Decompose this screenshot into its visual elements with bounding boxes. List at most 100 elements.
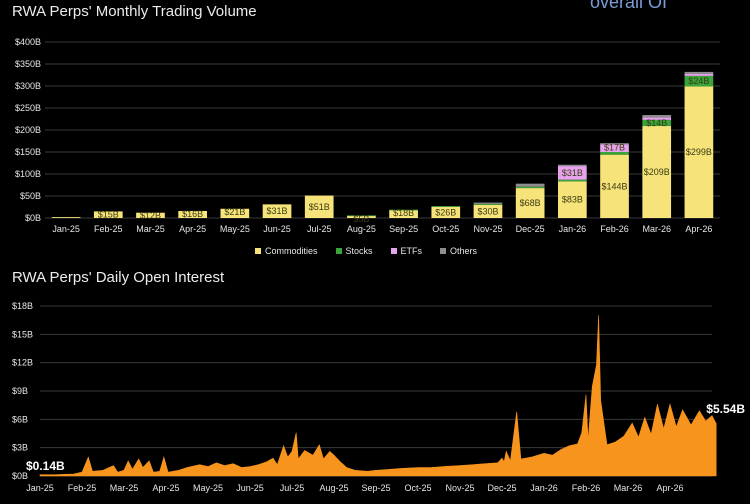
top-y-tick-label: $150B	[15, 147, 41, 157]
bar-data-label: $144B	[602, 181, 628, 191]
legend-item-stocks: Stocks	[335, 246, 373, 256]
bar-segment-commodities	[600, 154, 629, 218]
bar-data-label: $14B	[646, 118, 667, 128]
bar-data-label: $17B	[604, 143, 625, 153]
legend-swatch-commodities	[255, 248, 261, 254]
top-x-tick-label: Feb-26	[600, 224, 629, 234]
top-y-tick-label: $200B	[15, 125, 41, 135]
bar-segment-etfs	[558, 166, 587, 180]
top-y-tick-label: $350B	[15, 59, 41, 69]
bar-data-label: $30B	[477, 206, 498, 216]
top-x-tick-label: Feb-25	[94, 224, 123, 234]
bar-segment-others	[684, 71, 714, 74]
bottom-x-tick-label: Oct-25	[404, 483, 431, 493]
bar-data-label: $21B	[224, 207, 245, 217]
bottom-x-tick-label: Jan-25	[26, 483, 54, 493]
top-x-tick-label: Jul-25	[307, 224, 332, 234]
bar-data-label: $31B	[267, 206, 288, 216]
top-y-tick-label: $300B	[15, 81, 41, 91]
top-y-tick-label: $0B	[25, 213, 41, 223]
top-x-tick-label: Apr-25	[179, 224, 206, 234]
start-value-annotation: $0.14B	[26, 459, 65, 473]
bar-segment-stocks	[642, 119, 672, 127]
bottom-x-tick-label: Jul-25	[280, 483, 305, 493]
bar-segment-commodities	[389, 210, 418, 218]
bar-segment-others	[642, 115, 672, 118]
legend-item-others: Others	[440, 246, 477, 256]
top-x-tick-label: May-25	[220, 224, 250, 234]
bottom-y-tick-label: $15B	[12, 329, 33, 339]
bar-data-label: $26B	[435, 207, 456, 217]
bar-data-label: $18B	[393, 208, 414, 218]
bottom-x-tick-label: Nov-25	[445, 483, 474, 493]
bar-data-label: $15B	[98, 209, 119, 219]
top-y-tick-label: $100B	[15, 169, 41, 179]
bottom-x-tick-label: Jun-25	[236, 483, 264, 493]
bar-segment-stocks	[515, 186, 545, 189]
bar-segment-commodities	[473, 204, 503, 218]
bar-segment-commodities	[262, 204, 292, 218]
bar-segment-commodities	[304, 195, 334, 218]
top-x-tick-label: Sep-25	[389, 224, 418, 234]
bar-segment-others	[515, 183, 545, 187]
bar-segment-commodities	[51, 217, 81, 218]
bar-segment-others	[558, 164, 587, 167]
bottom-x-tick-label: Mar-25	[110, 483, 139, 493]
bar-segment-stocks	[347, 215, 376, 217]
top-x-tick-label: Dec-25	[516, 224, 545, 234]
legend-item-etfs: ETFs	[390, 246, 423, 256]
bar-segment-etfs	[642, 117, 672, 120]
bottom-x-tick-label: Feb-25	[68, 483, 97, 493]
bar-segment-others	[473, 202, 503, 204]
bar-segment-commodities	[642, 126, 672, 218]
bottom-y-tick-label: $9B	[12, 386, 28, 396]
bar-segment-etfs	[684, 73, 714, 76]
legend-label-etfs: ETFs	[400, 246, 423, 256]
bar-data-label: $51B	[309, 202, 330, 212]
chart-legend: Commodities Stocks ETFs Others	[255, 246, 477, 256]
legend-label-commodities: Commodities	[265, 246, 318, 256]
bar-segment-stocks	[431, 206, 461, 207]
top-y-tick-label: $250B	[15, 103, 41, 113]
top-x-tick-label: Jun-25	[263, 224, 291, 234]
top-x-tick-label: Aug-25	[347, 224, 376, 234]
open-interest-area	[39, 315, 717, 477]
bar-data-label: $24B	[688, 76, 709, 86]
legend-swatch-stocks	[335, 248, 342, 254]
bar-data-label: $16B	[182, 209, 203, 219]
corner-overall-oi-text: overall OI	[590, 0, 668, 12]
bar-segment-commodities	[558, 181, 587, 218]
bar-segment-commodities	[684, 86, 714, 218]
bar-segment-commodities	[347, 215, 376, 218]
top-y-tick-label: $400B	[15, 37, 41, 47]
bar-segment-commodities	[178, 210, 207, 218]
end-value-annotation: $5.54B	[706, 402, 745, 416]
bar-segment-stocks	[558, 179, 587, 182]
bar-data-label: $5B	[353, 214, 369, 224]
bottom-x-tick-label: Mar-26	[614, 483, 643, 493]
top-x-tick-label: Apr-26	[685, 224, 712, 234]
top-x-tick-label: Jan-26	[559, 224, 587, 234]
legend-label-stocks: Stocks	[345, 246, 373, 256]
bar-data-label: $31B	[562, 168, 583, 178]
bar-segment-stocks	[600, 152, 629, 155]
top-x-tick-label: Jan-25	[52, 224, 80, 234]
bottom-y-tick-label: $12B	[12, 358, 33, 368]
bottom-x-tick-label: Aug-25	[319, 483, 348, 493]
bar-segment-commodities	[431, 206, 461, 218]
bar-segment-stocks	[473, 203, 503, 205]
bar-segment-stocks	[684, 75, 714, 87]
top-y-tick-label: $50B	[20, 191, 41, 201]
bar-data-label: $12B	[140, 211, 161, 221]
bottom-x-tick-label: Dec-25	[487, 483, 516, 493]
bottom-x-tick-label: Sep-25	[361, 483, 390, 493]
legend-item-commodities: Commodities	[255, 246, 318, 256]
bottom-x-tick-label: Feb-26	[572, 483, 601, 493]
bottom-chart-title: RWA Perps' Daily Open Interest	[12, 269, 225, 286]
bar-segment-commodities	[136, 212, 165, 218]
bottom-y-tick-label: $18B	[12, 301, 33, 311]
bar-segment-etfs	[600, 144, 629, 152]
bar-segment-commodities	[220, 208, 250, 218]
bar-segment-stocks	[389, 209, 418, 211]
bottom-x-tick-label: Apr-25	[152, 483, 179, 493]
